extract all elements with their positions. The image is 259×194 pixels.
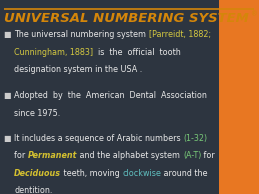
Text: dentition.: dentition. xyxy=(14,186,53,194)
Text: designation system in the USA .: designation system in the USA . xyxy=(14,65,142,74)
Text: teeth, moving: teeth, moving xyxy=(61,169,123,178)
Text: for: for xyxy=(201,151,215,160)
Text: since 1975.: since 1975. xyxy=(14,109,61,118)
Text: UNIVERSAL NUMBERING SYSTEM: UNIVERSAL NUMBERING SYSTEM xyxy=(4,12,249,25)
Text: ■: ■ xyxy=(3,30,11,39)
Text: It includes a sequence of Arabic numbers: It includes a sequence of Arabic numbers xyxy=(14,134,183,143)
Text: Adopted  by  the  American  Dental  Association: Adopted by the American Dental Associati… xyxy=(14,91,207,100)
Text: ■: ■ xyxy=(3,91,11,100)
Text: Cunningham, 1883]: Cunningham, 1883] xyxy=(14,48,93,56)
Text: and the alphabet system: and the alphabet system xyxy=(77,151,183,160)
Bar xyxy=(219,0,259,194)
Text: is  the  official  tooth: is the official tooth xyxy=(93,48,181,56)
Text: ■: ■ xyxy=(3,134,11,143)
Text: ®: ® xyxy=(250,11,257,17)
Text: (1-32): (1-32) xyxy=(183,134,207,143)
Text: The universal numbering system: The universal numbering system xyxy=(14,30,149,39)
Bar xyxy=(0,0,219,31)
Text: (A-T): (A-T) xyxy=(183,151,201,160)
Text: for: for xyxy=(14,151,28,160)
Text: around the: around the xyxy=(161,169,208,178)
Text: clockwise: clockwise xyxy=(123,169,161,178)
Text: Deciduous: Deciduous xyxy=(14,169,61,178)
Text: [Parreidt, 1882;: [Parreidt, 1882; xyxy=(149,30,211,39)
Text: Permanent: Permanent xyxy=(28,151,77,160)
